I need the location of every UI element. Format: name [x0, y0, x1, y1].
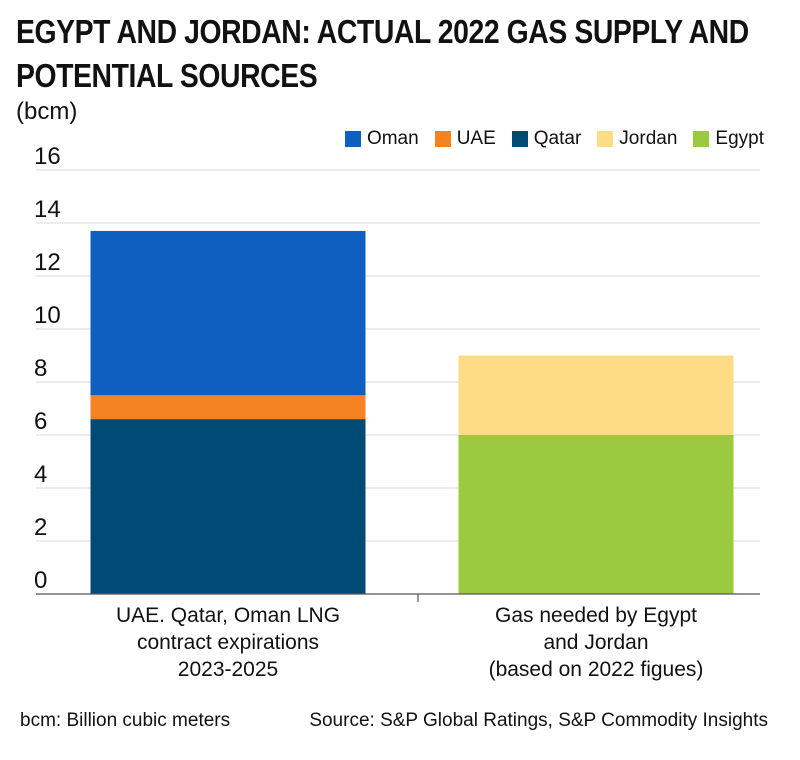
y-tick-label: 16	[34, 143, 61, 170]
chart-title-line-1: EGYPT AND JORDAN: ACTUAL 2022 GAS SUPPLY…	[16, 13, 749, 50]
stacked-bar-chart: 0 2 4 6 8 10 12 14 16 UAE. Qatar, Oman LNG contrac…	[34, 143, 760, 681]
y-tick-label: 4	[34, 461, 47, 488]
legend-label: Oman	[366, 128, 419, 149]
y-tick-label: 2	[34, 514, 47, 541]
y-tick-label: 0	[34, 567, 47, 594]
bar-segment-qatar	[90, 419, 366, 594]
x-category-label: contract expirations	[137, 631, 319, 654]
legend-label: Qatar	[533, 128, 582, 149]
legend-label: Jordan	[619, 128, 678, 149]
legend: Oman UAE Qatar Jordan Egypt	[344, 128, 764, 150]
legend-item-qatar: Qatar	[511, 128, 582, 150]
y-tick-label: 14	[34, 196, 61, 223]
legend-item-uae: UAE	[434, 128, 496, 150]
legend-swatch	[344, 131, 361, 147]
legend-item-jordan: Jordan	[597, 128, 677, 150]
chart-title-line-2: POTENTIAL SOURCES	[16, 57, 318, 94]
y-tick-label: 6	[34, 408, 47, 435]
bar-segment-egypt	[458, 435, 734, 594]
x-category-label: Gas needed by Egypt	[495, 604, 697, 627]
bar-segment-oman	[90, 230, 366, 396]
legend-label: Egypt	[715, 128, 764, 149]
y-tick-label: 12	[34, 249, 61, 276]
legend-item-oman: Oman	[344, 128, 419, 150]
legend-swatch	[693, 131, 710, 147]
legend-swatch	[434, 131, 451, 147]
legend-label: UAE	[456, 128, 496, 149]
bar-segment-uae	[90, 395, 366, 420]
x-category-label: and Jordan	[543, 631, 648, 654]
y-tick-label: 8	[34, 355, 47, 382]
chart-title: EGYPT AND JORDAN: ACTUAL 2022 GAS SUPPLY…	[16, 10, 749, 98]
bar-segment-jordan	[458, 355, 734, 435]
legend-swatch	[511, 131, 528, 147]
x-category-label: (based on 2022 figues)	[489, 658, 704, 681]
source-note: Source: S&P Global Ratings, S&P Commodit…	[309, 710, 768, 731]
footnote: bcm: Billion cubic meters	[20, 710, 231, 731]
legend-swatch	[597, 131, 614, 147]
y-tick-label: 10	[34, 302, 61, 329]
legend-item-egypt: Egypt	[693, 128, 764, 150]
x-category-label: UAE. Qatar, Oman LNG	[116, 604, 340, 627]
x-category-label: 2023-2025	[178, 658, 278, 681]
y-axis-unit-label: (bcm)	[16, 98, 78, 125]
